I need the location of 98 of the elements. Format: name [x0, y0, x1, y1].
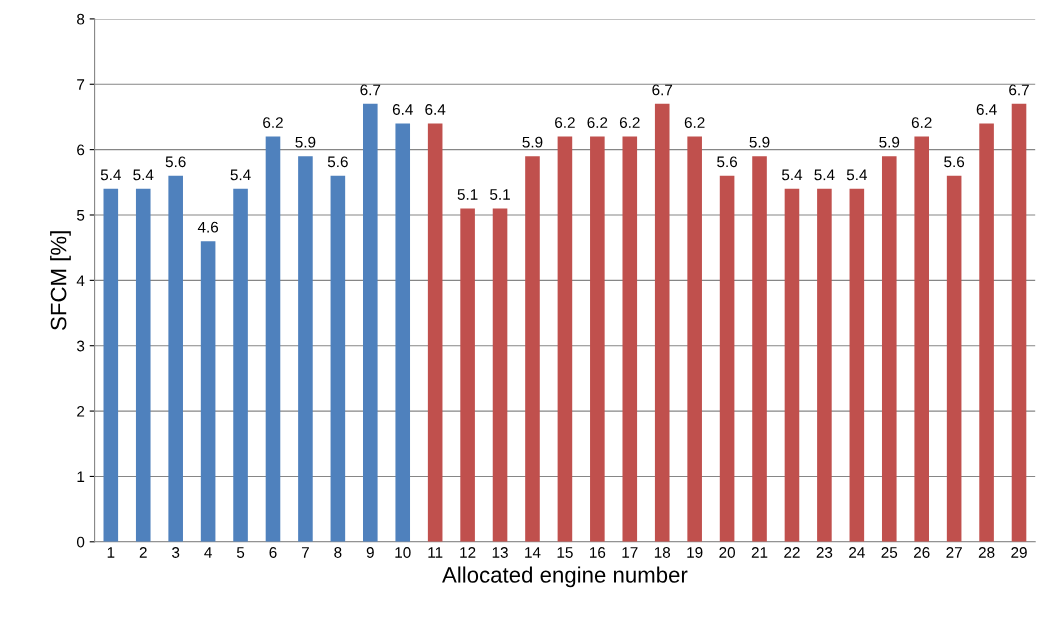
x-tick-label: 2 — [139, 547, 147, 558]
bar — [946, 175, 962, 542]
data-label: 5.6 — [327, 156, 348, 168]
data-label: 5.4 — [230, 169, 251, 181]
x-tick-label: 7 — [301, 547, 309, 558]
data-label: 5.9 — [295, 136, 316, 148]
x-tick-label: 10 — [395, 547, 411, 558]
y-tick-label: 6 — [77, 144, 85, 156]
data-label: 6.7 — [652, 84, 673, 96]
data-label: 6.2 — [684, 117, 705, 128]
x-tick-label: 25 — [881, 547, 898, 558]
y-tick-label: 1 — [77, 471, 85, 482]
bar — [914, 136, 930, 542]
data-label: 5.4 — [133, 169, 154, 181]
bar — [752, 156, 767, 542]
data-label: 6.2 — [555, 117, 575, 128]
data-label: 5.4 — [781, 169, 803, 181]
x-tick-label: 16 — [590, 547, 606, 558]
y-axis-title: SFCM [%] — [50, 231, 71, 330]
bar — [298, 156, 313, 542]
x-tick-label: 20 — [719, 547, 735, 558]
y-tick-label: 7 — [77, 79, 85, 90]
bar — [622, 136, 638, 542]
bar — [817, 188, 832, 542]
x-tick-label: 21 — [751, 547, 768, 558]
x-tick-label: 24 — [849, 547, 865, 558]
bar — [784, 188, 800, 542]
bar — [979, 123, 994, 542]
x-tick-label: 5 — [236, 547, 245, 558]
bar — [200, 241, 216, 542]
data-label: 5.9 — [879, 136, 900, 148]
x-tick-label: 6 — [269, 547, 277, 558]
x-tick-label: 15 — [557, 547, 573, 558]
data-label: 5.4 — [100, 169, 121, 181]
x-tick-label: 14 — [525, 547, 541, 558]
x-tick-label: 12 — [460, 547, 476, 558]
bar — [557, 136, 573, 542]
data-label: 5.6 — [717, 156, 738, 168]
x-tick-label: 19 — [687, 547, 703, 558]
data-label: 5.4 — [846, 169, 868, 181]
bar — [427, 123, 443, 542]
x-tick-label: 9 — [366, 547, 374, 558]
bar — [135, 188, 151, 542]
data-label: 5.1 — [457, 189, 478, 200]
x-tick-label: 17 — [622, 547, 638, 558]
bar — [525, 156, 540, 542]
y-tick-label: 0 — [76, 536, 85, 548]
bar — [492, 208, 508, 542]
bar — [687, 136, 702, 542]
data-label: 5.4 — [814, 169, 835, 181]
data-label: 4.6 — [197, 221, 219, 233]
y-tick-label: 8 — [77, 13, 85, 25]
data-label: 6.7 — [1009, 84, 1029, 96]
data-label: 5.6 — [165, 156, 186, 168]
bar — [330, 175, 346, 542]
bar — [719, 175, 735, 542]
y-tick-label: 5 — [76, 210, 85, 221]
bar — [460, 208, 475, 542]
data-label: 6.2 — [263, 117, 283, 128]
x-tick-label: 18 — [654, 547, 671, 558]
data-label: 6.2 — [587, 117, 608, 128]
y-tick-label: 3 — [76, 340, 85, 352]
data-label: 5.1 — [490, 189, 510, 200]
data-label: 6.2 — [911, 117, 932, 128]
bar — [590, 136, 605, 542]
data-label: 6.7 — [360, 84, 381, 96]
x-tick-label: 27 — [946, 547, 962, 558]
bar — [1011, 103, 1027, 542]
x-tick-label: 13 — [492, 547, 508, 558]
x-tick-label: 23 — [816, 547, 833, 558]
x-tick-label: 26 — [913, 547, 930, 558]
data-label: 6.4 — [392, 104, 413, 115]
data-label: 5.9 — [749, 136, 770, 148]
data-label: 6.2 — [619, 117, 640, 128]
x-tick-label: 1 — [107, 547, 115, 558]
x-tick-label: 8 — [334, 547, 342, 558]
bar — [363, 103, 378, 542]
x-tick-label: 28 — [978, 547, 995, 558]
bar — [103, 188, 119, 542]
x-tick-label: 22 — [784, 547, 800, 558]
data-label: 5.9 — [522, 136, 543, 148]
x-tick-label: 29 — [1011, 547, 1027, 558]
x-axis-title: Allocated engine number — [442, 566, 688, 588]
data-label: 6.4 — [976, 104, 997, 115]
x-tick-label: 4 — [204, 547, 212, 558]
bar — [654, 103, 670, 542]
x-tick-label: 11 — [428, 547, 443, 558]
bar — [233, 188, 248, 542]
data-label: 5.6 — [944, 156, 965, 168]
x-tick-label: 3 — [172, 547, 180, 558]
bar — [395, 123, 411, 542]
y-tick-label: 2 — [77, 405, 85, 417]
data-label: 6.4 — [425, 104, 446, 115]
bar — [168, 175, 183, 542]
bar — [849, 188, 865, 542]
bar — [881, 156, 897, 542]
y-tick-label: 4 — [76, 275, 85, 286]
bar — [265, 136, 281, 542]
